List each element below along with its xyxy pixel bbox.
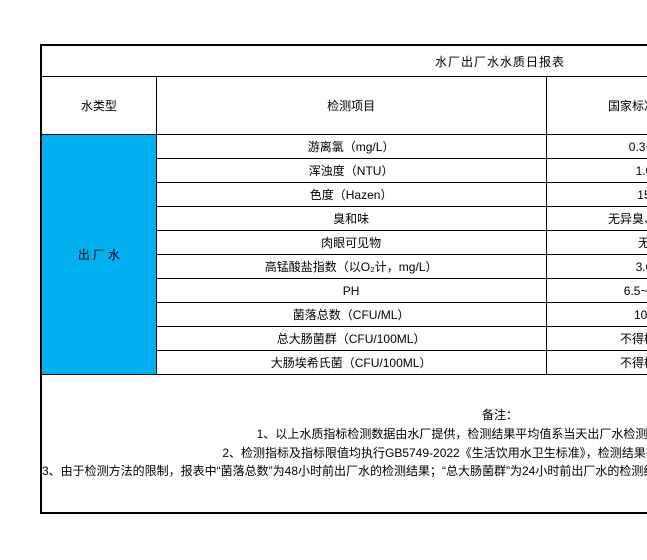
table-row: 高锰酸盐指数（以O₂计，mg/L） 3.0 1.65 [41, 254, 647, 279]
limit-cell: 不得检出 [545, 350, 647, 375]
water-type-cell: 出厂水 [40, 134, 157, 375]
item-cell: 大肠埃希氏菌（CFU/100ML） [155, 350, 547, 375]
notes-cell: 备注： 1、以上水质指标检测数据由水厂提供，检测结果平均值系当天出厂水检测数据的… [40, 374, 647, 514]
item-cell: 总大肠菌群（CFU/100ML） [155, 326, 547, 351]
page-title: 水厂出厂水水质日报表 [40, 44, 647, 77]
item-cell: 浑浊度（NTU） [155, 158, 547, 183]
note-line: 1、以上水质指标检测数据由水厂提供，检测结果平均值系当天出厂水检测数据的统计结果… [256, 426, 647, 441]
title-row: 水厂出厂水水质日报表 [40, 44, 647, 77]
limit-cell: 100 [545, 302, 647, 327]
table-row: 出厂水 游离氯（mg/L） 0.3~2 0.72 [40, 134, 647, 375]
note-line: 2、检测指标及指标限值均执行GB5749-2022《生活饮用水卫生标准》，检测结… [222, 445, 647, 460]
limit-cell: 1.0 [545, 158, 647, 183]
limit-cell: 6.5~8.5 [545, 278, 647, 303]
col-header-water-type: 水类型 [40, 76, 157, 135]
item-cell: 游离氯（mg/L） [155, 134, 547, 159]
table-row: 浑浊度（NTU） 1.0 0.19 [41, 158, 647, 183]
col-header-test-item: 检测项目 [155, 76, 547, 135]
limit-cell: 无异臭、异味 [545, 206, 647, 231]
header-row-1: 水类型 检测项目 国家标准限值 12月3日 [40, 76, 647, 135]
item-cell: 肉眼可见物 [155, 230, 547, 255]
note-line: 3、由于检测方法的限制，报表中“菌落总数”为48小时前出厂水的检测结果；“总大肠… [42, 464, 647, 479]
notes-label: 备注： [482, 408, 519, 423]
table-row: 大肠埃希氏菌（CFU/100ML） 不得检出 未检出 [41, 350, 647, 375]
item-cell: 高锰酸盐指数（以O₂计，mg/L） [155, 254, 547, 279]
notes-row: 备注： 1、以上水质指标检测数据由水厂提供，检测结果平均值系当天出厂水检测数据的… [40, 374, 647, 514]
limit-cell: 不得检出 [545, 326, 647, 351]
limit-cell: 无 [545, 230, 647, 255]
water-quality-report-table: 水厂出厂水水质日报表 水类型 检测项目 国家标准限值 12月3日 检测结果平均值… [40, 44, 647, 514]
table-row: PH 6.5~8.5 7.59 [41, 278, 647, 303]
item-cell: PH [155, 278, 547, 303]
col-header-national-limit: 国家标准限值 [545, 76, 647, 135]
table-row: 菌落总数（CFU/ML） 100 未检出 [41, 302, 647, 327]
limit-cell: 3.0 [545, 254, 647, 279]
limit-cell: 15 [545, 182, 647, 207]
limit-cell: 0.3~2 [545, 134, 647, 159]
item-cell: 色度（Hazen） [155, 182, 547, 207]
item-cell: 菌落总数（CFU/ML） [155, 302, 547, 327]
item-cell: 臭和味 [155, 206, 547, 231]
